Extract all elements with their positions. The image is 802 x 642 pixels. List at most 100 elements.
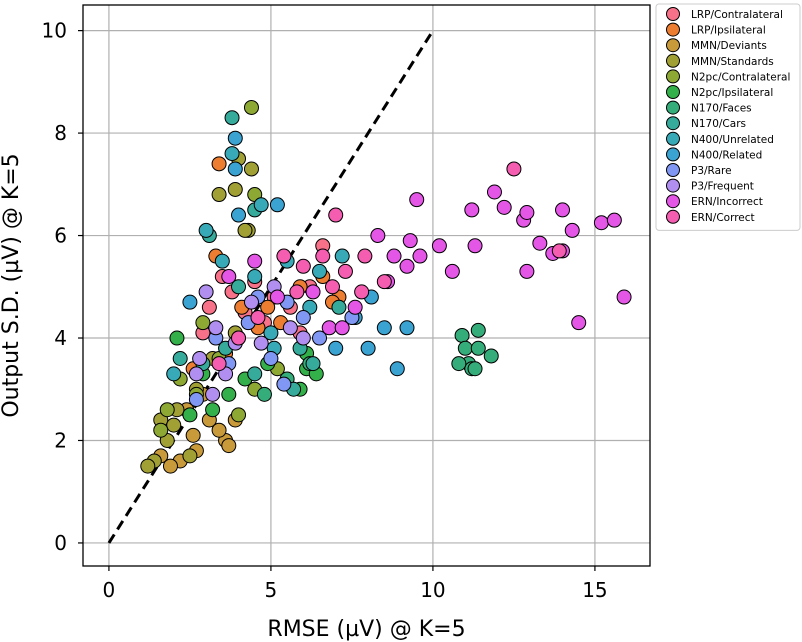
data-point [276, 248, 292, 264]
data-point [231, 407, 247, 423]
legend-label: P3/Rare [691, 165, 732, 177]
data-point [224, 146, 240, 162]
legend-label: N2pc/Ipsilateral [691, 87, 773, 99]
legend-label: MMN/Deviants [691, 40, 767, 52]
data-point [269, 289, 285, 305]
data-point [247, 366, 263, 382]
data-point [315, 248, 331, 264]
data-point [409, 192, 425, 208]
data-point [451, 356, 467, 372]
data-point [227, 161, 243, 177]
legend-marker [666, 194, 680, 209]
data-point [162, 458, 178, 474]
data-point [247, 269, 263, 285]
ticks-layer: 0 5 10 15 0 2 4 6 8 10 [42, 19, 608, 602]
data-point [188, 366, 204, 382]
legend-marker [666, 53, 680, 68]
legend-label: N170/Faces [691, 103, 752, 115]
data-point [269, 197, 285, 213]
data-point [470, 322, 486, 338]
data-point [328, 207, 344, 223]
data-point [616, 289, 632, 305]
data-point [221, 386, 237, 402]
legend-marker [666, 38, 680, 53]
data-point [360, 340, 376, 356]
data-point [227, 130, 243, 146]
data-point [263, 325, 279, 341]
data-point [496, 199, 512, 215]
data-point [250, 310, 266, 326]
data-point [231, 330, 247, 346]
legend-marker [666, 85, 680, 99]
y-tick-label: 10 [42, 19, 67, 43]
legend-label: N2pc/Contralateral [691, 71, 790, 83]
legend-label: LRP/Contralateral [691, 9, 783, 21]
data-point [263, 351, 279, 367]
data-point [205, 402, 221, 418]
data-point [305, 356, 321, 372]
data-point [357, 248, 373, 264]
y-tick-label: 0 [54, 531, 67, 555]
data-point [399, 258, 415, 274]
data-point [564, 222, 580, 238]
data-point [276, 376, 292, 392]
legend-marker [666, 100, 680, 115]
x-tick-label: 5 [265, 578, 278, 602]
legend-label: N400/Unrelated [691, 134, 774, 146]
data-point [172, 351, 188, 367]
legend-label: LRP/Ipsilateral [691, 25, 766, 37]
data-point [467, 361, 483, 377]
data-point [321, 320, 337, 336]
data-point [506, 161, 522, 177]
data-point [195, 315, 211, 331]
data-point [324, 279, 340, 295]
legend-marker [666, 116, 680, 131]
legend-label: ERN/Incorrect [691, 196, 763, 208]
legend-marker [666, 7, 680, 21]
x-tick-label: 10 [420, 578, 445, 602]
data-point [331, 299, 347, 315]
data-point [328, 340, 344, 356]
data-point [227, 181, 243, 197]
data-point [221, 269, 237, 285]
data-point [247, 253, 263, 269]
data-point [470, 340, 486, 356]
legend-marker [666, 178, 680, 193]
data-point [188, 391, 204, 407]
y-tick-label: 2 [54, 428, 67, 452]
data-point [606, 212, 622, 228]
data-point [334, 248, 350, 264]
data-point [224, 110, 240, 126]
data-point [214, 253, 230, 269]
legend-label: ERN/Correct [691, 212, 755, 224]
data-point [305, 284, 321, 300]
data-point [182, 294, 198, 310]
legend-marker [666, 131, 680, 146]
grid-layer [83, 5, 650, 566]
data-point [454, 327, 470, 343]
legend-marker [666, 22, 680, 37]
data-point [483, 348, 499, 364]
data-point [231, 279, 247, 295]
data-point [153, 422, 169, 438]
data-point [208, 320, 224, 336]
data-point [399, 320, 415, 336]
data-point [260, 299, 276, 315]
legend: LRP/Contralateral LRP/Ipsilateral MMN/Devi… [655, 3, 801, 231]
legend-label: P3/Frequent [691, 181, 754, 193]
y-axis-label: Output S.D. (µV) @ K=5 [0, 153, 24, 417]
x-tick-label: 0 [103, 578, 116, 602]
data-point [431, 238, 447, 254]
data-point [211, 356, 227, 372]
legend-marker [666, 209, 680, 224]
data-point [571, 315, 587, 331]
legend-label: MMN/Standards [691, 56, 774, 68]
data-point [201, 299, 217, 315]
data-point [412, 248, 428, 264]
data-point [253, 335, 269, 351]
data-point [198, 222, 214, 238]
y-tick-label: 8 [54, 121, 67, 145]
data-point [376, 274, 392, 290]
data-point [334, 320, 350, 336]
